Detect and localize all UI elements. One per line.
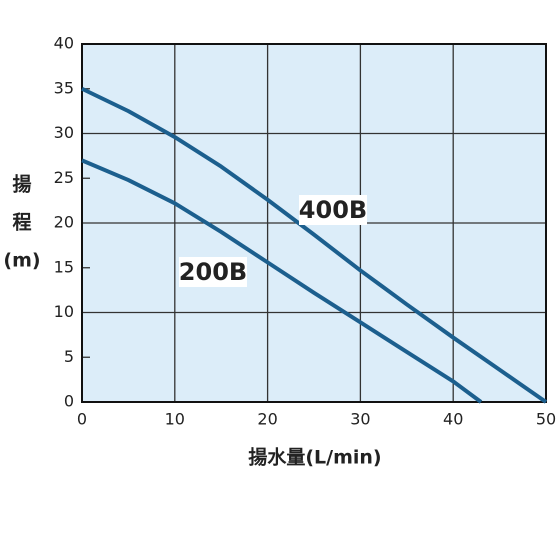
y-axis-label: 程 <box>12 212 31 234</box>
y-tick-label: 20 <box>54 213 74 232</box>
x-tick-label: 50 <box>536 410 556 429</box>
x-tick-label: 0 <box>77 410 87 429</box>
x-tick-label: 20 <box>257 410 277 429</box>
x-tick-label: 40 <box>443 410 463 429</box>
y-axis-label: 揚 <box>12 173 31 196</box>
x-tick-label: 10 <box>165 410 185 429</box>
x-tick-label: 30 <box>350 410 370 429</box>
y-tick-label: 40 <box>54 34 74 53</box>
y-tick-label: 5 <box>64 347 74 366</box>
y-tick-label: 15 <box>54 257 74 276</box>
x-axis-label: 揚水量(L/min) <box>248 446 381 469</box>
y-tick-label: 0 <box>64 392 74 411</box>
label-background <box>299 195 367 225</box>
curve <box>81 86 548 404</box>
curve <box>81 158 483 404</box>
y-axis-label: (m) <box>3 250 40 272</box>
plot-border <box>81 43 547 403</box>
y-tick-label: 30 <box>54 123 74 142</box>
y-tick-label: 35 <box>54 78 74 97</box>
y-tick-label: 25 <box>54 168 74 187</box>
label-background <box>179 257 247 287</box>
series-label: 400B <box>299 196 367 224</box>
series-label: 200B <box>179 258 247 286</box>
y-tick-label: 10 <box>54 302 74 321</box>
